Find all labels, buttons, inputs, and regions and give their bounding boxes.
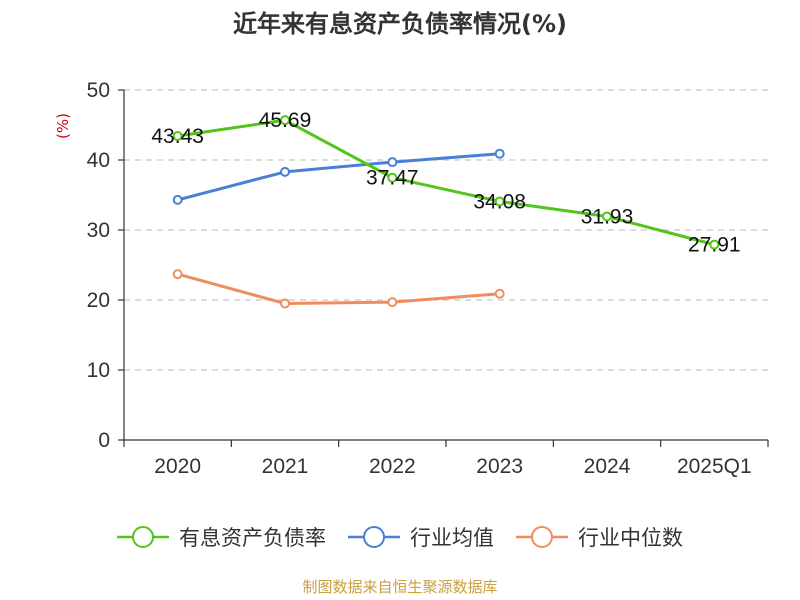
data-point: [387, 157, 398, 168]
data-point: [494, 148, 505, 159]
data-point: [387, 297, 398, 308]
x-tick-label: 2025Q1: [677, 455, 752, 478]
legend-swatch-marker: [363, 526, 385, 548]
series-layer: [172, 115, 720, 309]
data-label: 43.43: [151, 125, 204, 148]
x-tick-label: 2021: [262, 455, 309, 478]
data-point: [709, 239, 720, 250]
data-point: [172, 269, 183, 280]
legend: 有息资产负债率 行业均值 行业中位数: [117, 526, 683, 550]
data-point: [172, 194, 183, 205]
legend-swatch-marker: [132, 526, 154, 548]
y-tick-label: 40: [87, 149, 110, 172]
series-line-1: [177, 152, 500, 202]
y-tick-label: 20: [87, 289, 110, 312]
x-tick-label: 2022: [369, 455, 416, 478]
x-tick-label: 2024: [584, 455, 631, 478]
legend-label: 行业中位数: [578, 526, 683, 550]
y-tick-label: 0: [98, 429, 110, 452]
data-label: 31.93: [581, 205, 634, 228]
data-label: 34.08: [473, 190, 526, 213]
data-point: [494, 196, 505, 207]
y-axis-label: (%): [54, 113, 72, 139]
series-line-0: [177, 118, 715, 247]
chart-title: 近年来有息资产负债率情况(%): [233, 10, 567, 38]
data-point: [280, 298, 290, 309]
data-point: [602, 211, 612, 222]
x-tick-label: 2020: [154, 455, 201, 478]
data-point: [494, 288, 505, 299]
series-line-2: [177, 272, 500, 305]
axis-layer: 0 10 20 30 40 50 2020 2021 2022 2023 2024 2025Q1: [87, 79, 769, 478]
legend-label: 行业均值: [410, 526, 494, 550]
data-label: 37.47: [366, 167, 419, 190]
x-tick-label: 2023: [476, 455, 523, 478]
data-label: 45.69: [259, 109, 312, 132]
data-label: 27.91: [688, 234, 741, 257]
legend-label: 有息资产负债率: [179, 526, 326, 550]
y-tick-label: 50: [87, 79, 110, 102]
legend-swatch-marker: [531, 526, 553, 548]
data-point: [280, 115, 290, 126]
source-note: 制图数据来自恒生聚源数据库: [302, 578, 497, 596]
data-point: [280, 166, 290, 177]
data-point: [387, 172, 398, 183]
data-point: [172, 130, 183, 141]
y-tick-label: 30: [87, 219, 110, 242]
label-layer: 43.43 45.69 37.47 34.08 31.93 27.91: [151, 109, 740, 256]
y-tick-label: 10: [87, 359, 110, 382]
grid-layer: [124, 89, 768, 371]
